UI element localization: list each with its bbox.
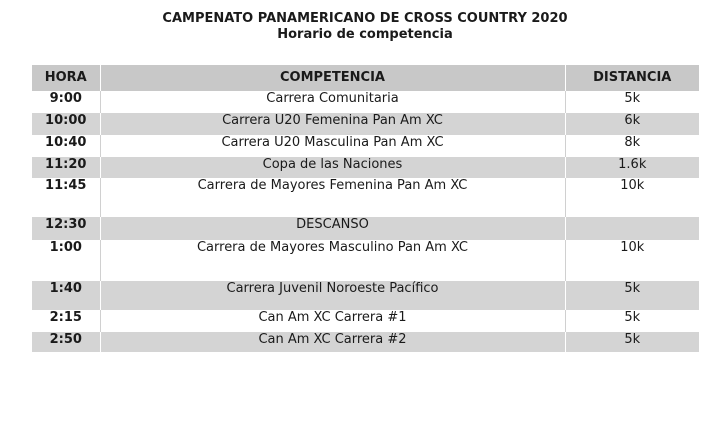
cell-competencia: Can Am XC Carrera #1: [100, 310, 566, 332]
document-subtitle: Horario de competencia: [277, 27, 453, 42]
cell-competencia: DESCANSO: [100, 217, 566, 240]
cell-distancia: 8k: [565, 135, 699, 157]
cell-distancia: 6k: [565, 113, 699, 135]
cell-distancia: [565, 217, 699, 240]
cell-hora: 10:00: [32, 113, 101, 135]
cell-distancia: 1.6k: [565, 157, 699, 178]
cell-distancia: 5k: [565, 332, 699, 352]
table-row: 1:00 Carrera de Mayores Masculino Pan Am…: [32, 240, 699, 281]
cell-hora: 11:45: [32, 178, 101, 217]
schedule-table: HORA COMPETENCIA DISTANCIA 9:00 Carrera …: [32, 65, 699, 352]
cell-competencia: Carrera Juvenil Noroeste Pacífico: [100, 281, 566, 310]
cell-competencia: Carrera de Mayores Femenina Pan Am XC: [100, 178, 566, 217]
cell-competencia: Can Am XC Carrera #2: [100, 332, 566, 352]
column-header-competencia: COMPETENCIA: [100, 65, 566, 91]
column-header-distancia: DISTANCIA: [565, 65, 699, 91]
cell-competencia: Carrera U20 Femenina Pan Am XC: [100, 113, 566, 135]
table-row: 9:00 Carrera Comunitaria 5k: [32, 91, 699, 113]
table-row: 12:30 DESCANSO: [32, 217, 699, 240]
table-row: 2:15 Can Am XC Carrera #1 5k: [32, 310, 699, 332]
cell-competencia: Carrera de Mayores Masculino Pan Am XC: [100, 240, 566, 281]
cell-distancia: 5k: [565, 281, 699, 310]
cell-hora: 1:00: [32, 240, 101, 281]
cell-competencia: Copa de las Naciones: [100, 157, 566, 178]
table-row: 1:40 Carrera Juvenil Noroeste Pacífico 5…: [32, 281, 699, 310]
cell-distancia: 5k: [565, 91, 699, 113]
cell-hora: 2:50: [32, 332, 101, 352]
cell-distancia: 10k: [565, 178, 699, 217]
cell-hora: 9:00: [32, 91, 101, 113]
table-row: 11:45 Carrera de Mayores Femenina Pan Am…: [32, 178, 699, 217]
cell-hora: 12:30: [32, 217, 101, 240]
cell-hora: 11:20: [32, 157, 101, 178]
table-row: 2:50 Can Am XC Carrera #2 5k: [32, 332, 699, 352]
table-row: 10:00 Carrera U20 Femenina Pan Am XC 6k: [32, 113, 699, 135]
table-header-row: HORA COMPETENCIA DISTANCIA: [32, 65, 699, 91]
table-row: 11:20 Copa de las Naciones 1.6k: [32, 157, 699, 178]
cell-competencia: Carrera Comunitaria: [100, 91, 566, 113]
table-row: 10:40 Carrera U20 Masculina Pan Am XC 8k: [32, 135, 699, 157]
cell-competencia: Carrera U20 Masculina Pan Am XC: [100, 135, 566, 157]
cell-hora: 10:40: [32, 135, 101, 157]
cell-distancia: 5k: [565, 310, 699, 332]
cell-distancia: 10k: [565, 240, 699, 281]
document-title: CAMPENATO PANAMERICANO DE CROSS COUNTRY …: [162, 11, 568, 26]
cell-hora: 1:40: [32, 281, 101, 310]
column-header-hora: HORA: [32, 65, 101, 91]
cell-hora: 2:15: [32, 310, 101, 332]
